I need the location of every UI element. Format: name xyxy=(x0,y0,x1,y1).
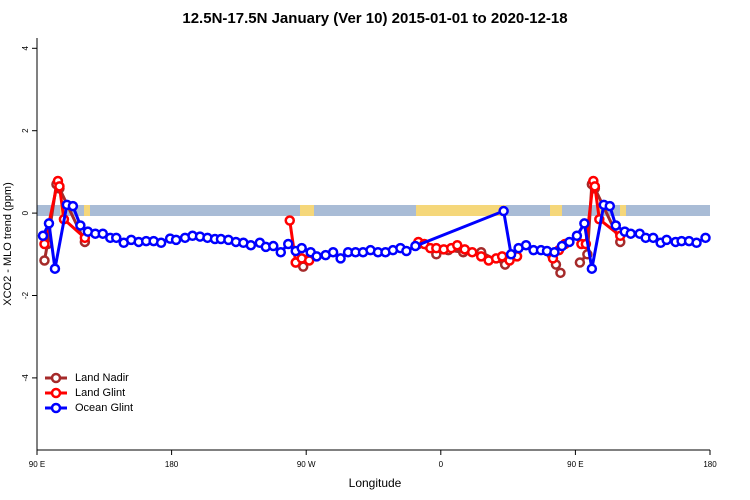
data-point xyxy=(39,238,50,250)
data-point xyxy=(54,181,65,192)
data-point xyxy=(579,218,590,229)
data-point xyxy=(549,246,560,258)
chart-title: 12.5N-17.5N January (Ver 10) 2015-01-01 … xyxy=(182,10,567,27)
legend-label: Land Nadir xyxy=(75,372,129,384)
data-point xyxy=(284,215,295,226)
x-axis-label: Longitude xyxy=(349,476,402,490)
series xyxy=(39,179,626,279)
y-axis-label: XCO2 - MLO trend (ppm) xyxy=(2,182,14,305)
data-point xyxy=(245,239,257,251)
data-point xyxy=(49,263,61,274)
data-point xyxy=(155,237,167,249)
ocean-strip xyxy=(37,205,710,216)
data-point xyxy=(661,234,672,246)
data-point xyxy=(296,242,307,254)
data-point xyxy=(410,240,421,252)
data-point xyxy=(589,181,601,192)
y-tick-label: -4 xyxy=(21,374,30,382)
data-point xyxy=(466,246,478,258)
data-point xyxy=(401,245,412,257)
data-point xyxy=(496,251,508,262)
x-tick-label: 180 xyxy=(703,460,717,469)
legend-label: Land Glint xyxy=(75,387,125,399)
data-point xyxy=(37,230,49,242)
data-point xyxy=(311,251,322,262)
series xyxy=(37,199,711,274)
data-point xyxy=(555,267,566,279)
land-patch xyxy=(620,205,626,216)
y-tick-label: -2 xyxy=(21,291,30,299)
data-point xyxy=(283,238,294,250)
y-tick-label: 4 xyxy=(21,46,30,51)
data-point xyxy=(625,228,636,239)
y-tick-label: 0 xyxy=(21,210,30,215)
data-point xyxy=(520,239,532,251)
data-point xyxy=(564,236,575,248)
data-point xyxy=(475,251,487,262)
legend-marker xyxy=(50,387,62,399)
x-tick-label: 180 xyxy=(165,460,179,469)
x-tick-label: 90 E xyxy=(29,460,45,469)
data-point xyxy=(327,246,339,258)
y-tick-label: 2 xyxy=(21,128,30,133)
legend-marker xyxy=(50,402,62,414)
x-tick-label: 0 xyxy=(439,460,444,469)
data-point xyxy=(647,232,659,244)
x-tick-label: 90 W xyxy=(297,460,316,469)
data-point xyxy=(556,240,568,252)
data-point xyxy=(275,246,287,258)
data-point xyxy=(39,255,50,266)
legend-marker xyxy=(50,372,62,384)
data-point xyxy=(335,253,346,264)
land-patch xyxy=(550,205,562,216)
data-point xyxy=(586,263,598,274)
legend: Land Nadir Land Glint Ocean Glint xyxy=(45,372,133,414)
data-point xyxy=(75,220,86,231)
data-point xyxy=(571,230,583,242)
legend-label: Ocean Glint xyxy=(75,402,133,414)
series-line xyxy=(43,180,622,274)
data-point xyxy=(170,234,182,246)
data-point xyxy=(67,200,79,212)
data-point xyxy=(505,249,517,260)
data-point xyxy=(111,232,122,244)
land-patch xyxy=(597,205,603,216)
data-point xyxy=(574,257,586,268)
data-point xyxy=(43,218,55,229)
x-tick-label: 90 E xyxy=(567,460,583,469)
land-patch xyxy=(416,205,506,216)
data-point xyxy=(268,240,279,252)
land-patch xyxy=(300,205,314,216)
data-point xyxy=(610,220,622,231)
data-point xyxy=(97,228,109,239)
data-point xyxy=(604,200,616,212)
data-point xyxy=(691,237,702,249)
data-point xyxy=(452,239,463,251)
land-patch xyxy=(84,205,90,216)
data-point xyxy=(498,205,509,217)
data-point xyxy=(700,232,711,244)
